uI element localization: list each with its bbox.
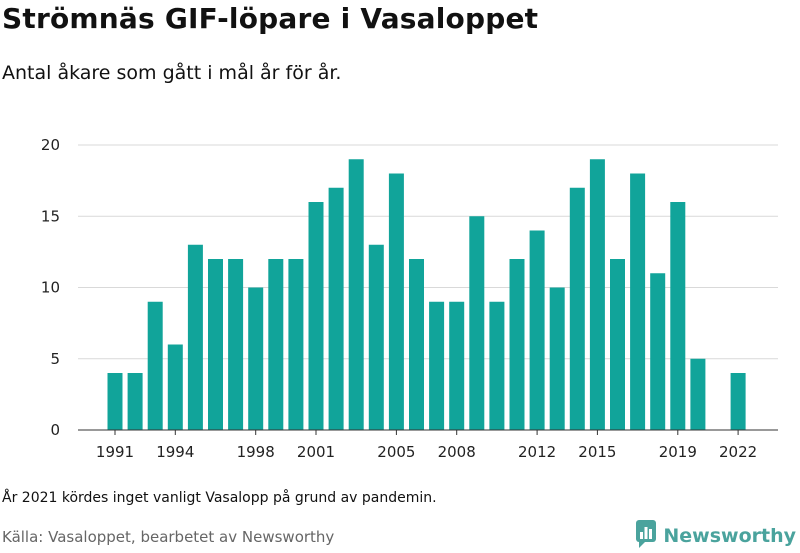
bar (489, 301, 505, 430)
source-credit: Källa: Vasaloppet, bearbetet av Newswort… (2, 528, 335, 546)
y-tick-label: 15 (41, 207, 60, 225)
bar (409, 259, 424, 430)
x-tick-label: 2015 (578, 443, 616, 461)
x-tick-label: 2008 (438, 443, 476, 461)
bar (208, 259, 223, 430)
bar (308, 202, 324, 430)
bar (228, 259, 244, 430)
chart-subtitle: Antal åkare som gått i mål år för år. (2, 62, 342, 84)
bar (469, 216, 485, 430)
bar (670, 202, 686, 430)
y-tick-label: 20 (41, 136, 60, 154)
bar (429, 301, 445, 430)
bar (730, 373, 746, 430)
bar (388, 173, 404, 430)
x-tick-label: 2019 (659, 443, 697, 461)
x-tick-label: 1998 (237, 443, 275, 461)
bar (288, 259, 304, 430)
x-tick-label: 2012 (518, 443, 556, 461)
bar (127, 373, 143, 430)
bar (348, 159, 364, 430)
y-tick-label: 5 (50, 350, 60, 368)
y-tick-label: 10 (41, 279, 60, 297)
bar (187, 244, 203, 430)
footnote: År 2021 kördes inget vanligt Vasalopp på… (2, 490, 437, 506)
brand-name: Newsworthy (663, 525, 796, 547)
bar (368, 244, 384, 430)
axes: 0 5 10 15 20 1991 1994 1998 2001 2005 2008 2012 2015… (41, 136, 778, 461)
bar (610, 259, 625, 430)
bar (449, 301, 465, 430)
bar (328, 187, 344, 430)
bar (167, 344, 183, 430)
bar (107, 373, 123, 430)
bar-chart: 0 5 10 15 20 1991 1994 1998 2001 2005 2008 2012 2015… (41, 136, 778, 461)
bar (549, 287, 565, 430)
bar (650, 273, 666, 430)
bar (529, 230, 545, 430)
bar (509, 259, 525, 430)
bar (569, 187, 585, 430)
newsworthy-logo-icon (635, 519, 657, 553)
brand-logo: Newsworthy (635, 519, 796, 553)
x-tick-label: 1994 (156, 443, 194, 461)
bar (248, 287, 264, 430)
x-tick-label: 2022 (719, 443, 757, 461)
bar (268, 259, 284, 430)
x-tick-label: 1991 (96, 443, 134, 461)
bar (147, 301, 163, 430)
y-tick-label: 0 (50, 421, 60, 439)
bar (630, 173, 646, 430)
bar (690, 358, 706, 430)
bar (589, 159, 605, 430)
chart-title: Strömnäs GIF-löpare i Vasaloppet (2, 2, 539, 35)
bars (107, 159, 746, 430)
x-tick-label: 2001 (297, 443, 335, 461)
x-tick-label: 2005 (377, 443, 415, 461)
